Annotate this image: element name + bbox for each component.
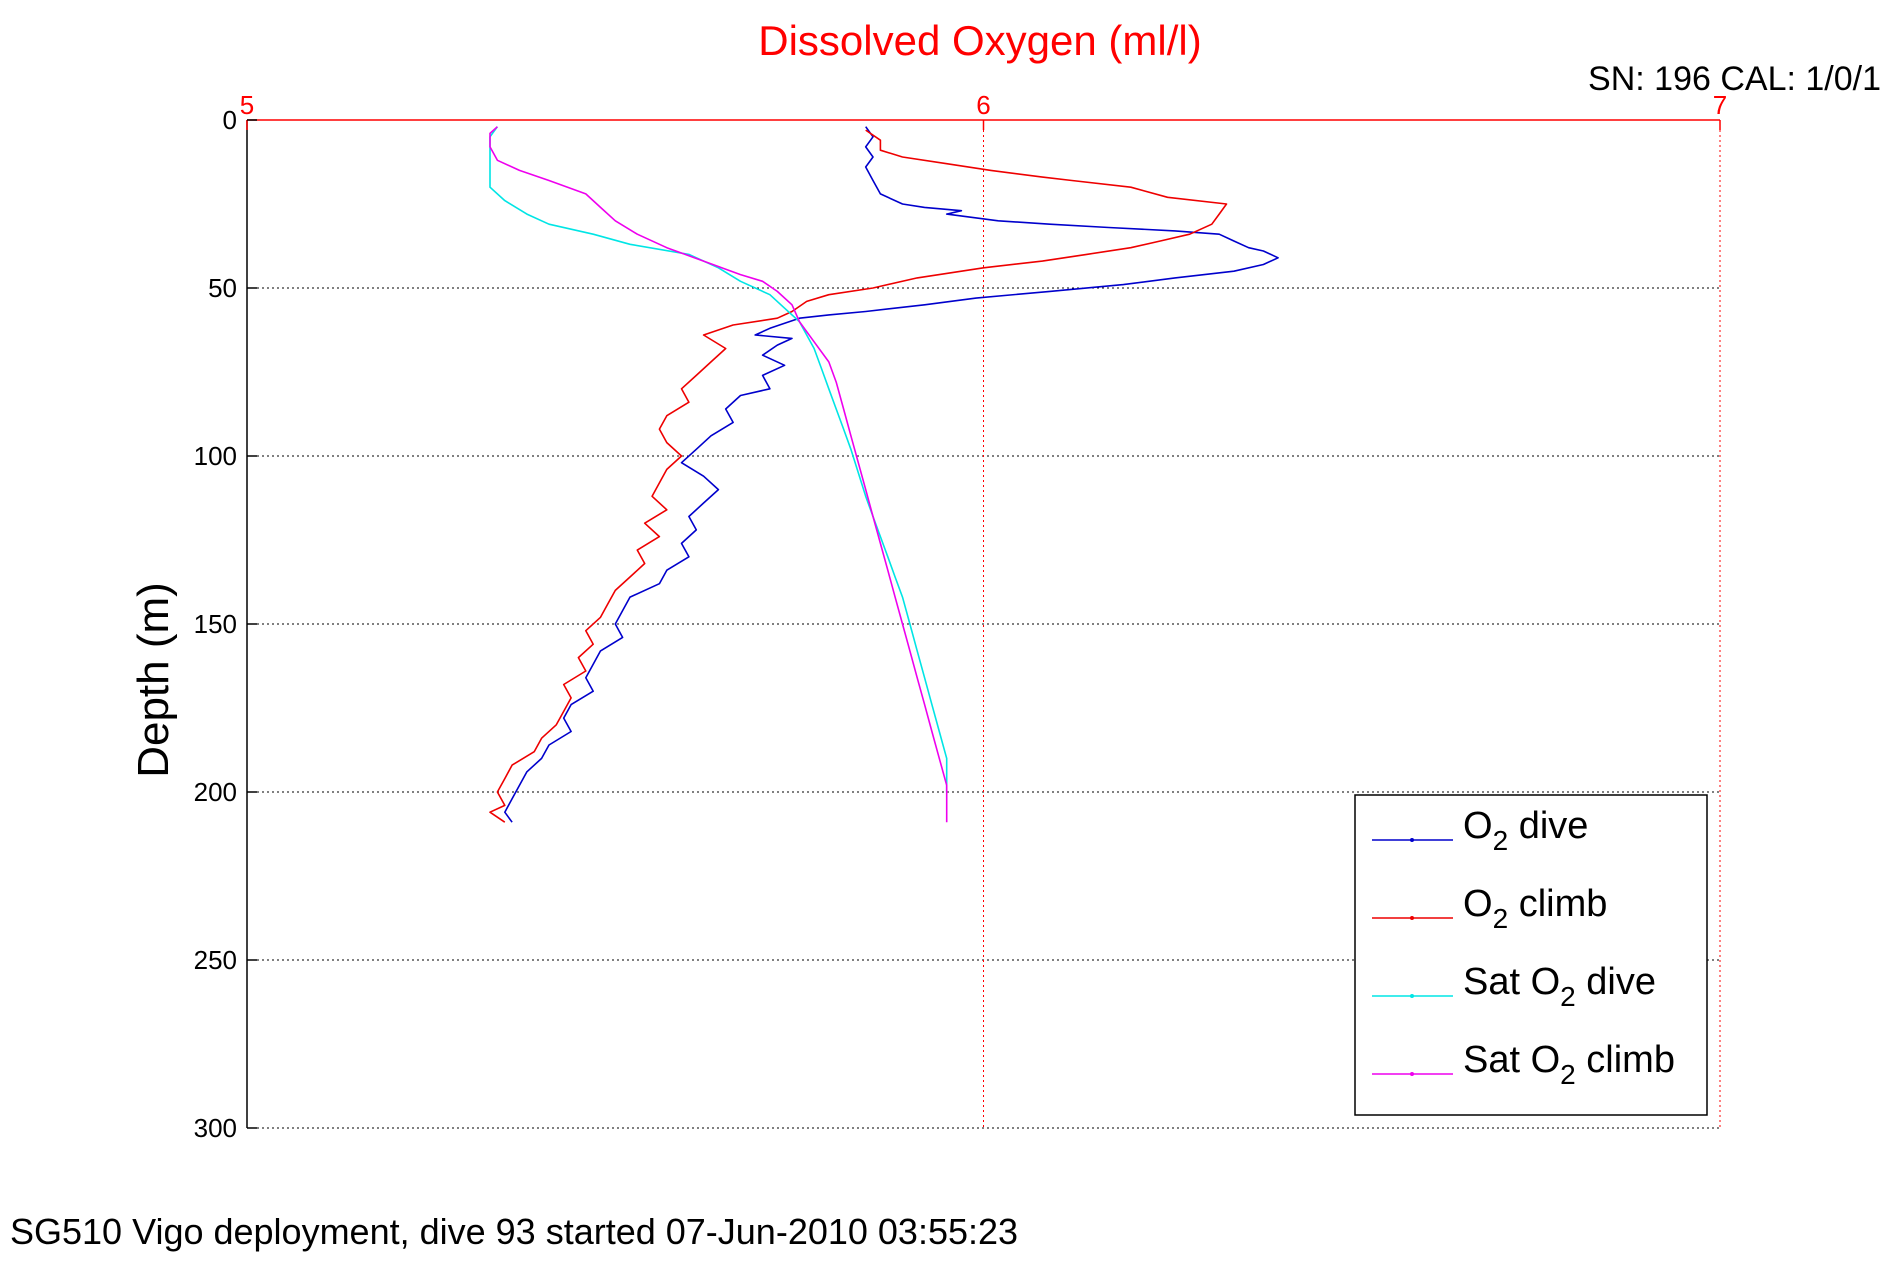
grid-lines	[247, 120, 1721, 1129]
legend-marker	[1410, 1072, 1414, 1076]
y-tick-label: 250	[194, 945, 237, 975]
legend: O2 dive O2 climb Sat O2 dive Sat O2 climb	[1354, 794, 1708, 1116]
x-tick-label: 7	[1713, 90, 1727, 120]
legend-label: O2 dive	[1463, 805, 1588, 856]
series-line-1	[504, 126, 1279, 823]
legend-marker	[1410, 916, 1414, 920]
y-tick-label: 300	[194, 1113, 237, 1143]
series-line-2	[489, 129, 1228, 823]
series-layer	[489, 126, 1279, 823]
y-tick-label: 50	[208, 273, 237, 303]
axes: 5 6 7 0 50 100 150 200 250 300	[194, 90, 1728, 1143]
x-tick-label: 6	[976, 90, 990, 120]
y-tick-label: 150	[194, 609, 237, 639]
y-tick-label: 100	[194, 441, 237, 471]
series-line-4	[489, 126, 948, 823]
legend-marker	[1410, 994, 1414, 998]
sn-cal-label: SN: 196 CAL: 1/0/1	[1588, 60, 1881, 98]
legend-marker	[1410, 838, 1414, 842]
series-line-3	[489, 126, 948, 792]
legend-label: O2 climb	[1463, 883, 1607, 934]
legend-box	[1354, 794, 1708, 1116]
y-axis-label: Depth (m)	[129, 582, 178, 778]
y-tick-label: 0	[223, 105, 237, 135]
x-tick-label: 5	[240, 90, 254, 120]
footer-caption: SG510 Vigo deployment, dive 93 started 0…	[10, 1211, 1018, 1252]
y-tick-label: 200	[194, 777, 237, 807]
legend-label: Sat O2 dive	[1463, 961, 1656, 1012]
chart-title: Dissolved Oxygen (ml/l)	[758, 17, 1201, 64]
legend-label: Sat O2 climb	[1463, 1039, 1675, 1090]
